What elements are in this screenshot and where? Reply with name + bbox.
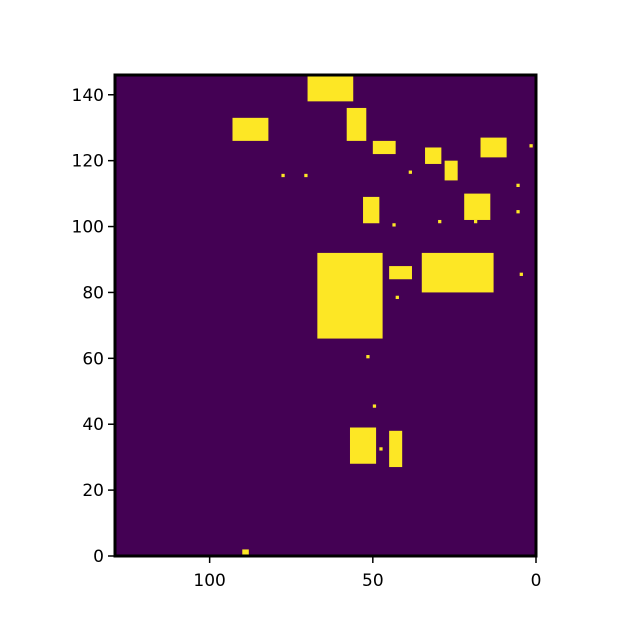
foreground-region-2 bbox=[372, 140, 396, 155]
foreground-pixel-9 bbox=[519, 272, 523, 276]
foreground-region-10 bbox=[421, 252, 494, 293]
foreground-region-4 bbox=[425, 147, 442, 164]
x-tick-label: 0 bbox=[531, 571, 542, 591]
foreground-pixel-2 bbox=[408, 170, 412, 174]
foreground-pixel-3 bbox=[529, 144, 533, 148]
y-axis: 0 20 40 60 80 100 120 140 bbox=[72, 86, 115, 567]
foreground-pixel-14 bbox=[379, 447, 383, 451]
foreground-region-8 bbox=[363, 196, 380, 224]
foreground-pixel-8 bbox=[392, 223, 396, 227]
foreground-pixel-4 bbox=[516, 183, 520, 188]
foreground-region-5 bbox=[444, 160, 458, 181]
axes-frame bbox=[113, 73, 538, 558]
foreground-region-13 bbox=[349, 427, 377, 464]
y-tick-label: 140 bbox=[72, 86, 104, 106]
mask-cells bbox=[232, 75, 533, 556]
foreground-region-11 bbox=[389, 266, 412, 280]
y-tick-label: 100 bbox=[72, 218, 104, 238]
foreground-region-14 bbox=[242, 549, 249, 556]
foreground-region-3 bbox=[232, 117, 269, 141]
foreground-pixel-11 bbox=[366, 355, 370, 359]
foreground-pixel-12 bbox=[372, 404, 377, 408]
foreground-region-1 bbox=[346, 107, 367, 141]
y-tick-label: 40 bbox=[82, 415, 104, 435]
plot-area bbox=[115, 75, 536, 556]
foreground-pixel-13 bbox=[369, 437, 373, 441]
foreground-pixel-7 bbox=[473, 219, 478, 224]
foreground-pixel-5 bbox=[516, 210, 520, 214]
y-tick-label: 80 bbox=[82, 283, 104, 303]
y-tick-label: 20 bbox=[82, 481, 104, 501]
foreground-region-6 bbox=[480, 137, 507, 158]
foreground-region-9 bbox=[317, 252, 383, 339]
foreground-pixel-0 bbox=[281, 173, 285, 178]
foreground-region-0 bbox=[307, 75, 354, 102]
y-tick-label: 60 bbox=[82, 349, 104, 369]
foreground-pixel-1 bbox=[304, 173, 308, 178]
foreground-pixel-10 bbox=[395, 295, 399, 300]
y-tick-label: 0 bbox=[93, 547, 104, 567]
x-axis: 100 50 0 bbox=[193, 556, 541, 591]
x-tick-label: 50 bbox=[362, 571, 384, 591]
foreground-pixel-6 bbox=[438, 219, 442, 224]
foreground-region-7 bbox=[464, 193, 491, 220]
foreground-region-12 bbox=[389, 430, 403, 468]
y-tick-label: 120 bbox=[72, 152, 104, 172]
x-tick-label: 100 bbox=[193, 571, 225, 591]
